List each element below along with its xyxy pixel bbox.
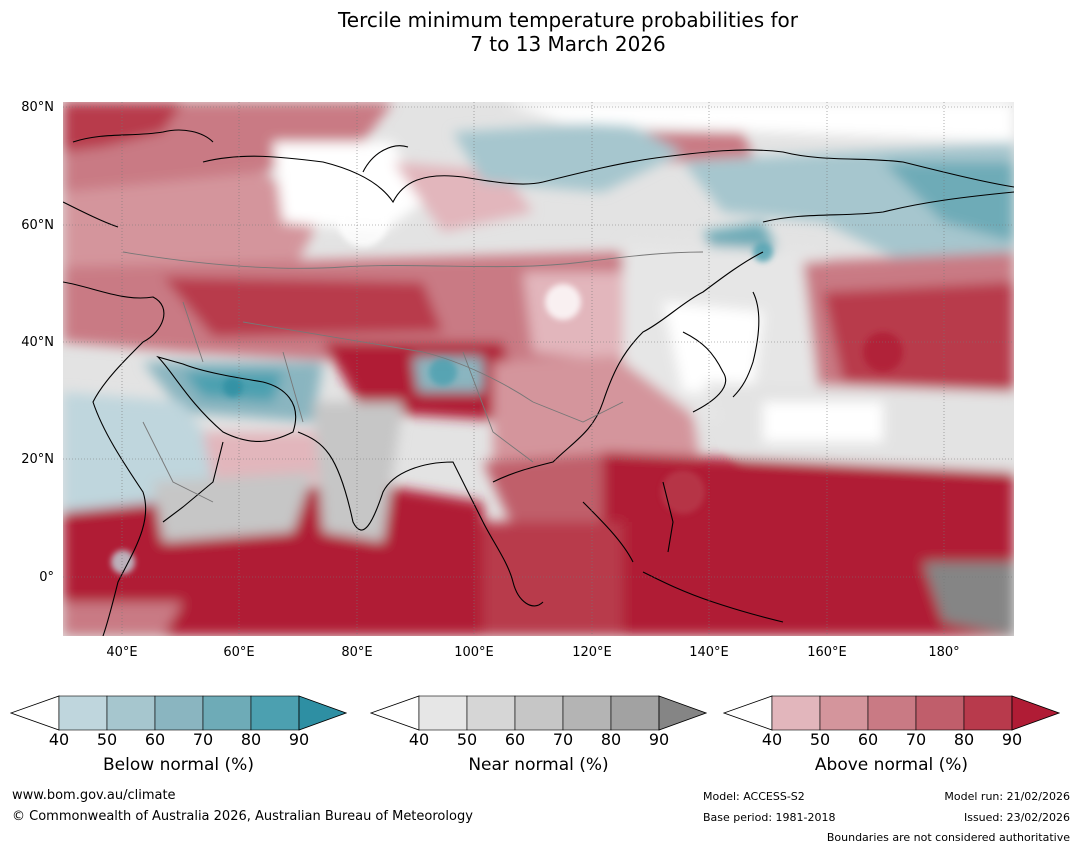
lon-label-80e: 80°E: [341, 645, 373, 660]
lon-label-180: 180°: [928, 645, 960, 660]
lat-label-20n: 20°N: [21, 452, 54, 467]
near-tick-80: 80: [600, 730, 622, 749]
legend-below-normal: 40 50 60 70 80 90 Below normal (%): [9, 695, 348, 785]
below-tick-50: 50: [96, 730, 118, 749]
colorbar-near-segment-4: [562, 695, 612, 731]
boundaries-disclaimer: Boundaries are not considered authoritat…: [826, 831, 1070, 844]
model-text: Model: ACCESS-S2: [703, 790, 805, 803]
website-link[interactable]: www.bom.gov.au/climate: [12, 788, 176, 803]
above-tick-80: 80: [953, 730, 975, 749]
colorbar-below-segment-1: [58, 695, 108, 731]
colorbar-below-normal: [9, 695, 348, 731]
title-line-1: Tercile minimum temperature probabilitie…: [337, 8, 799, 32]
lat-label-0: 0°: [39, 570, 54, 585]
colorbar-near-max-triangle: [658, 695, 708, 731]
above-tick-40: 40: [761, 730, 783, 749]
map-canvas: [63, 102, 1014, 636]
colorbar-below-max-triangle: [298, 695, 348, 731]
colorbar-above-segment-2: [819, 695, 869, 731]
title-line-2: 7 to 13 March 2026: [470, 32, 666, 56]
colorbar-above-segment-4: [915, 695, 965, 731]
lon-label-100e: 100°E: [454, 645, 494, 660]
lon-label-140e: 140°E: [689, 645, 729, 660]
colorbar-near-segment-5: [610, 695, 660, 731]
map-title: Tercile minimum temperature probabilitie…: [0, 8, 1081, 56]
below-tick-40: 40: [48, 730, 70, 749]
above-tick-70: 70: [905, 730, 927, 749]
colorbar-below-segment-3: [154, 695, 204, 731]
issued-text: Issued: 23/02/2026: [963, 811, 1070, 824]
colorbar-below-segment-2: [106, 695, 156, 731]
colorbar-near-segment-3: [514, 695, 564, 731]
near-tick-90: 90: [648, 730, 670, 749]
colorbar-above-segment-3: [867, 695, 917, 731]
above-tick-60: 60: [857, 730, 879, 749]
above-tick-50: 50: [809, 730, 831, 749]
near-tick-50: 50: [456, 730, 478, 749]
colorbar-above-min-triangle: [722, 695, 773, 731]
lon-label-60e: 60°E: [223, 645, 255, 660]
model-run-text: Model run: 21/02/2026: [944, 790, 1070, 803]
colorbar-below-segment-4: [202, 695, 252, 731]
below-tick-60: 60: [144, 730, 166, 749]
below-tick-80: 80: [240, 730, 262, 749]
lon-label-160e: 160°E: [807, 645, 847, 660]
lon-label-40e: 40°E: [106, 645, 138, 660]
legend-above-normal: 40 50 60 70 80 90 Above normal (%): [722, 695, 1061, 785]
legend-near-normal: 40 50 60 70 80 90 Near normal (%): [369, 695, 708, 785]
base-period-text: Base period: 1981-2018: [703, 811, 836, 824]
near-tick-60: 60: [504, 730, 526, 749]
colorbar-near-segment-2: [466, 695, 516, 731]
lon-label-120e: 120°E: [572, 645, 612, 660]
colorbar-below-min-triangle: [9, 695, 60, 731]
near-tick-40: 40: [408, 730, 430, 749]
colorbar-near-normal: [369, 695, 708, 731]
below-normal-label: Below normal (%): [103, 755, 254, 775]
lat-label-60n: 60°N: [21, 218, 54, 233]
near-tick-70: 70: [552, 730, 574, 749]
colorbar-above-segment-5: [963, 695, 1013, 731]
colorbar-near-segment-1: [418, 695, 468, 731]
lat-label-80n: 80°N: [21, 100, 54, 115]
below-tick-90: 90: [288, 730, 310, 749]
lat-label-40n: 40°N: [21, 335, 54, 350]
copyright-text: © Commonwealth of Australia 2026, Austra…: [12, 809, 473, 824]
below-tick-70: 70: [192, 730, 214, 749]
near-normal-label: Near normal (%): [468, 755, 609, 775]
forecast-map: [63, 102, 1014, 636]
colorbar-near-min-triangle: [369, 695, 420, 731]
above-normal-label: Above normal (%): [814, 755, 969, 775]
colorbar-below-segment-5: [250, 695, 300, 731]
above-tick-90: 90: [1001, 730, 1023, 749]
colorbar-above-segment-1: [771, 695, 821, 731]
colorbar-above-normal: [722, 695, 1061, 731]
colorbar-above-max-triangle: [1011, 695, 1061, 731]
